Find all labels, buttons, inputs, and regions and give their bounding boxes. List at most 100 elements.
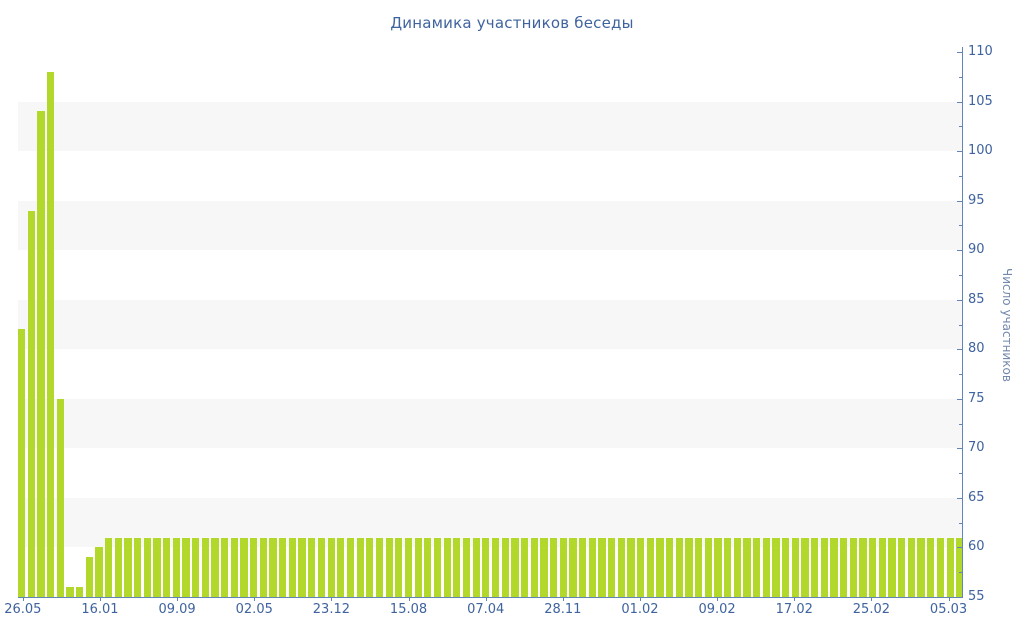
y-tick-label: 105: [968, 93, 993, 109]
bar: [598, 537, 606, 597]
bar: [250, 537, 258, 597]
bar: [704, 537, 712, 597]
x-tick-label: 25.02: [852, 602, 890, 617]
bar: [211, 537, 219, 597]
bar: [317, 537, 326, 597]
x-tick: [408, 598, 410, 601]
bar: [685, 537, 693, 597]
y-tick-label: 95: [968, 192, 985, 208]
bar: [259, 537, 268, 597]
y-tick-label: 100: [968, 143, 993, 159]
grid-bands: [18, 52, 963, 597]
x-tick: [871, 598, 873, 601]
bar: [47, 71, 55, 597]
bar: [520, 537, 529, 597]
bar: [820, 537, 828, 597]
bar: [124, 537, 132, 597]
bar: [375, 537, 384, 597]
x-tick-label: 07.04: [467, 602, 505, 617]
bar: [404, 537, 413, 597]
bar: [395, 537, 403, 597]
y-major-tick: [957, 250, 962, 252]
bar: [530, 537, 538, 597]
bar: [859, 537, 867, 597]
y-axis-line: [962, 47, 963, 598]
bar: [907, 537, 916, 597]
bar: [830, 537, 838, 597]
chart-title: Динамика участников беседы: [390, 14, 634, 32]
bar: [76, 587, 84, 597]
bar: [37, 111, 45, 597]
bar: [414, 537, 422, 597]
bar: [337, 537, 345, 597]
bar: [917, 537, 925, 597]
bar: [279, 537, 287, 597]
bar: [153, 537, 161, 597]
bar: [927, 537, 935, 597]
grid-band: [18, 200, 963, 251]
bar: [95, 547, 103, 597]
bar: [346, 537, 355, 597]
bar: [433, 537, 442, 597]
bar: [569, 537, 577, 597]
bar: [782, 537, 790, 597]
y-tick-label: 70: [968, 440, 985, 456]
bar: [549, 537, 558, 597]
bar: [327, 537, 335, 597]
bar: [791, 537, 799, 597]
y-minor-tick: [959, 126, 962, 128]
bar: [811, 537, 819, 597]
bar: [105, 537, 113, 597]
x-tick-label: 26.05: [4, 602, 42, 617]
x-tick: [99, 598, 101, 601]
bar: [288, 537, 297, 597]
bar: [801, 537, 809, 597]
y-minor-tick: [959, 324, 962, 326]
x-tick-label: 23.12: [312, 602, 350, 617]
bar: [540, 537, 548, 597]
x-tick-label: 15.08: [389, 602, 428, 617]
bar: [898, 537, 906, 597]
bar: [385, 537, 393, 597]
bar: [453, 537, 461, 597]
x-tick-label: 16.01: [81, 602, 119, 617]
y-minor-tick: [959, 225, 962, 227]
bar: [559, 537, 567, 597]
x-tick-label: 05.03: [929, 602, 968, 617]
bar: [607, 537, 616, 597]
y-major-tick: [957, 101, 962, 103]
y-minor-tick: [959, 473, 962, 475]
bar: [134, 537, 142, 597]
bar: [85, 557, 93, 597]
bar: [733, 537, 741, 597]
bar: [66, 587, 74, 597]
bar: [491, 537, 500, 597]
x-tick-label: 01.02: [621, 602, 659, 617]
bar: [840, 537, 848, 597]
bar: [772, 537, 780, 597]
bar: [462, 537, 471, 597]
bar: [946, 537, 954, 597]
y-major-tick: [957, 547, 962, 549]
y-minor-tick: [959, 76, 962, 78]
y-minor-tick: [959, 175, 962, 177]
bar: [201, 537, 209, 597]
bar: [308, 537, 316, 597]
x-axis-line: [18, 597, 963, 598]
y-tick-label: 80: [968, 341, 985, 357]
y-major-tick: [957, 398, 962, 400]
x-tick-label: 28.11: [544, 602, 582, 617]
x-tick-label: 17.02: [775, 602, 813, 617]
x-tick-label: 09.09: [158, 602, 196, 617]
bar: [192, 537, 200, 597]
y-major-tick: [957, 497, 962, 499]
y-tick-label: 90: [968, 242, 985, 258]
y-tick-label: 55: [968, 589, 985, 604]
bar: [114, 537, 122, 597]
x-tick: [331, 598, 333, 601]
bar: [424, 537, 432, 597]
x-tick: [639, 598, 641, 601]
bar: [888, 537, 896, 597]
bar: [869, 537, 877, 597]
